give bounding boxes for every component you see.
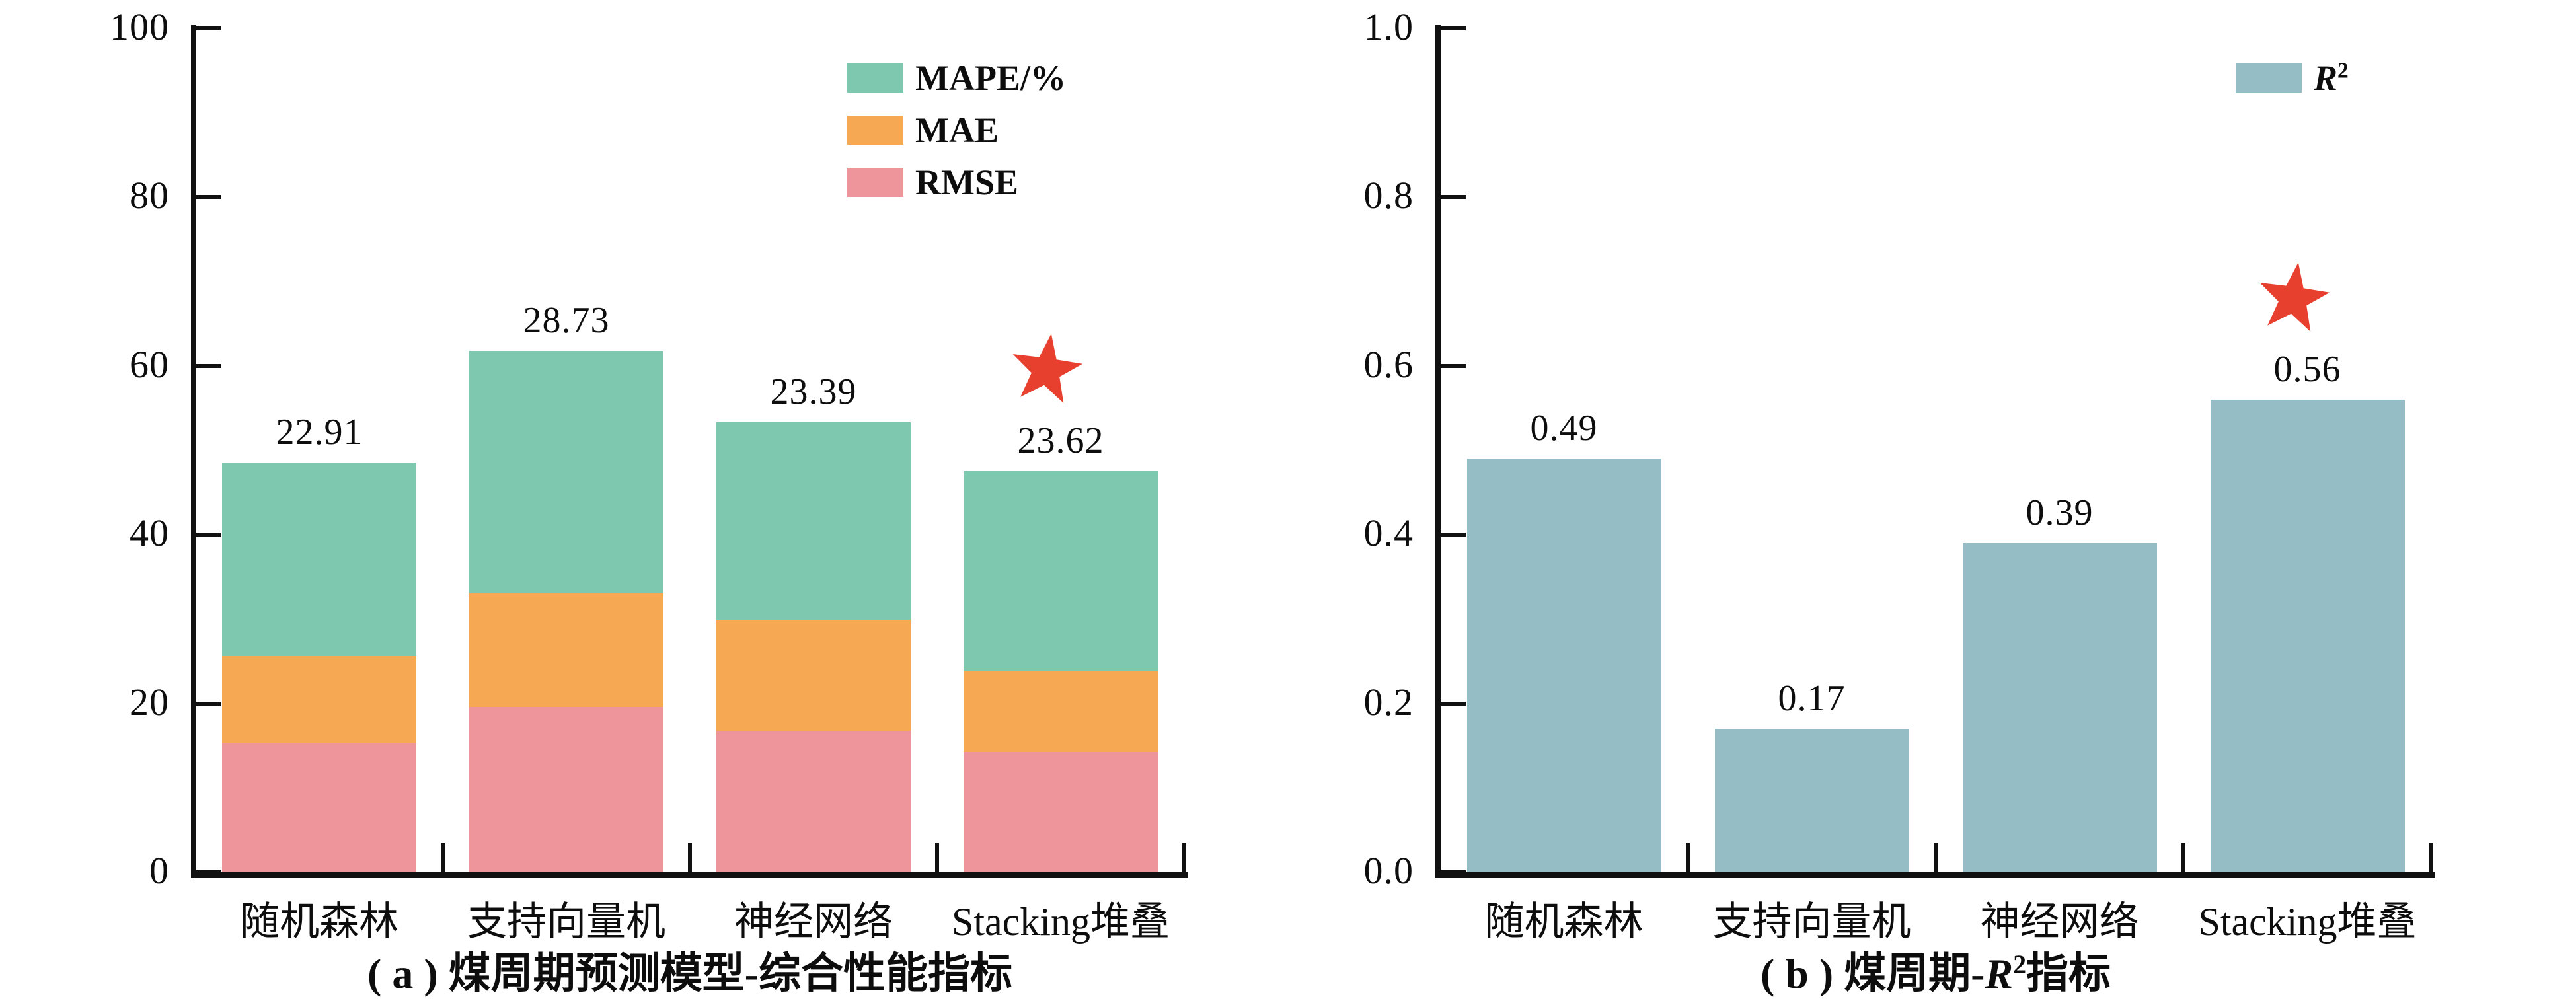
bar-segment-a-RMSE-2	[716, 730, 911, 872]
star-marker-a	[1006, 330, 1086, 413]
text-part: RMSE	[915, 162, 1019, 202]
y-tick	[1441, 701, 1466, 706]
legend-entry: R2	[2236, 52, 2349, 104]
text-part: MAE	[915, 110, 999, 150]
legend-label: MAE	[915, 110, 999, 151]
y-tick	[1441, 363, 1466, 368]
bar-segment-a-MAE-3	[964, 670, 1158, 753]
text-part: 2	[2013, 950, 2027, 980]
bar-segment-a-MAPE/%-2	[716, 422, 911, 620]
y-tick-label: 0.8	[1363, 174, 1414, 217]
y-tick	[196, 870, 221, 874]
x-tick-label: 随机森林	[240, 900, 398, 944]
bar-value-label: 22.91	[276, 412, 363, 453]
bar-segment-a-RMSE-3	[964, 752, 1158, 872]
y-tick-label: 1.0	[1363, 5, 1414, 48]
category-boundary-tick	[2181, 843, 2185, 872]
text-part: 2	[2337, 58, 2349, 83]
bar-value-label: 23.39	[770, 371, 857, 413]
x-tick-label: 支持向量机	[467, 900, 665, 944]
text-part: ( a ) 煤周期预测模型-综合性能指标	[367, 950, 1012, 997]
y-tick	[1441, 26, 1466, 30]
legend-label: MAPE/%	[915, 57, 1066, 98]
category-boundary-tick	[688, 843, 692, 872]
y-tick-label: 80	[130, 174, 169, 217]
category-boundary-tick	[441, 843, 445, 872]
caption-b: ( b ) 煤周期-R2指标	[1761, 940, 2111, 1000]
y-tick-label: 0.2	[1363, 680, 1414, 724]
bar-segment-a-MAPE/%-1	[469, 350, 663, 593]
y-tick-label: 0.6	[1363, 342, 1414, 386]
text-part: R	[1985, 950, 2014, 997]
x-tick-label: 随机森林	[1484, 900, 1644, 944]
y-tick	[196, 533, 221, 537]
legend-entry: MAE	[847, 104, 1066, 156]
bar-value-label: 0.56	[2273, 348, 2341, 390]
bar-segment-a-MAE-1	[469, 593, 663, 708]
x-tick-label: 神经网络	[734, 900, 893, 944]
bar-segment-a-MAE-2	[716, 619, 911, 731]
y-tick-label: 20	[130, 680, 169, 724]
bar-value-label: 0.17	[1778, 677, 1846, 719]
legend-label: RMSE	[915, 162, 1018, 203]
category-boundary-tick	[935, 843, 939, 872]
x-tick-label: 神经网络	[1980, 900, 2139, 944]
bar-segment-a-MAPE/%-3	[964, 470, 1158, 671]
bar-segment-b-R2-2	[1962, 542, 2157, 872]
bar-segment-a-RMSE-0	[222, 743, 416, 872]
caption-a: ( a ) 煤周期预测模型-综合性能指标	[367, 940, 1012, 1000]
x-axis-b	[1435, 872, 2435, 878]
legend-b: R2	[2236, 52, 2349, 104]
text-part: 指标	[2026, 950, 2111, 997]
legend-swatch	[847, 63, 903, 93]
bar-segment-b-R2-3	[2210, 399, 2405, 872]
legend-swatch	[847, 115, 903, 145]
y-tick-label: 0.0	[1363, 848, 1414, 892]
text-part: R	[2314, 57, 2338, 98]
text-part: ( b ) 煤周期-	[1760, 950, 1985, 997]
category-boundary-tick	[1686, 843, 1690, 872]
bar-value-label: 23.62	[1017, 420, 1104, 461]
y-tick	[196, 363, 221, 368]
y-tick	[196, 701, 221, 706]
y-tick	[1441, 533, 1466, 537]
star-marker-b	[2254, 259, 2333, 342]
bar-value-label: 28.73	[523, 299, 610, 341]
y-tick	[1441, 195, 1466, 200]
bar-segment-a-RMSE-1	[469, 707, 663, 872]
y-tick-label: 0.4	[1363, 511, 1414, 555]
bar-segment-b-R2-0	[1466, 459, 1661, 872]
legend-a: MAPE/% MAE RMSE	[847, 52, 1066, 208]
y-tick-label: 0	[149, 848, 169, 892]
text-part: MAPE/%	[915, 57, 1066, 98]
legend-entry: MAPE/%	[847, 52, 1066, 104]
y-axis-b	[1435, 25, 1441, 878]
bar-segment-a-MAE-0	[222, 655, 416, 743]
y-tick-label: 60	[130, 342, 169, 386]
legend-swatch	[2236, 63, 2302, 93]
y-tick-label: 40	[130, 511, 169, 555]
bar-value-label: 0.49	[1530, 408, 1598, 449]
category-boundary-tick	[2429, 843, 2433, 872]
category-boundary-tick	[1182, 843, 1186, 872]
y-tick	[196, 195, 221, 200]
x-tick-label: 支持向量机	[1712, 900, 1911, 944]
bar-segment-a-MAPE/%-0	[222, 463, 416, 656]
bar-segment-b-R2-1	[1714, 728, 1909, 872]
legend-entry: RMSE	[847, 156, 1066, 208]
bar-value-label: 0.39	[2026, 492, 2094, 533]
legend-swatch	[847, 167, 903, 197]
y-tick	[1441, 870, 1466, 874]
y-axis-a	[191, 25, 196, 878]
x-axis-a	[191, 872, 1188, 878]
y-tick	[196, 26, 221, 30]
x-tick-label: Stacking堆叠	[2198, 900, 2417, 944]
x-tick-label: Stacking堆叠	[952, 900, 1170, 944]
y-tick-label: 100	[110, 5, 169, 48]
legend-label: R2	[2314, 57, 2349, 98]
category-boundary-tick	[1934, 843, 1938, 872]
